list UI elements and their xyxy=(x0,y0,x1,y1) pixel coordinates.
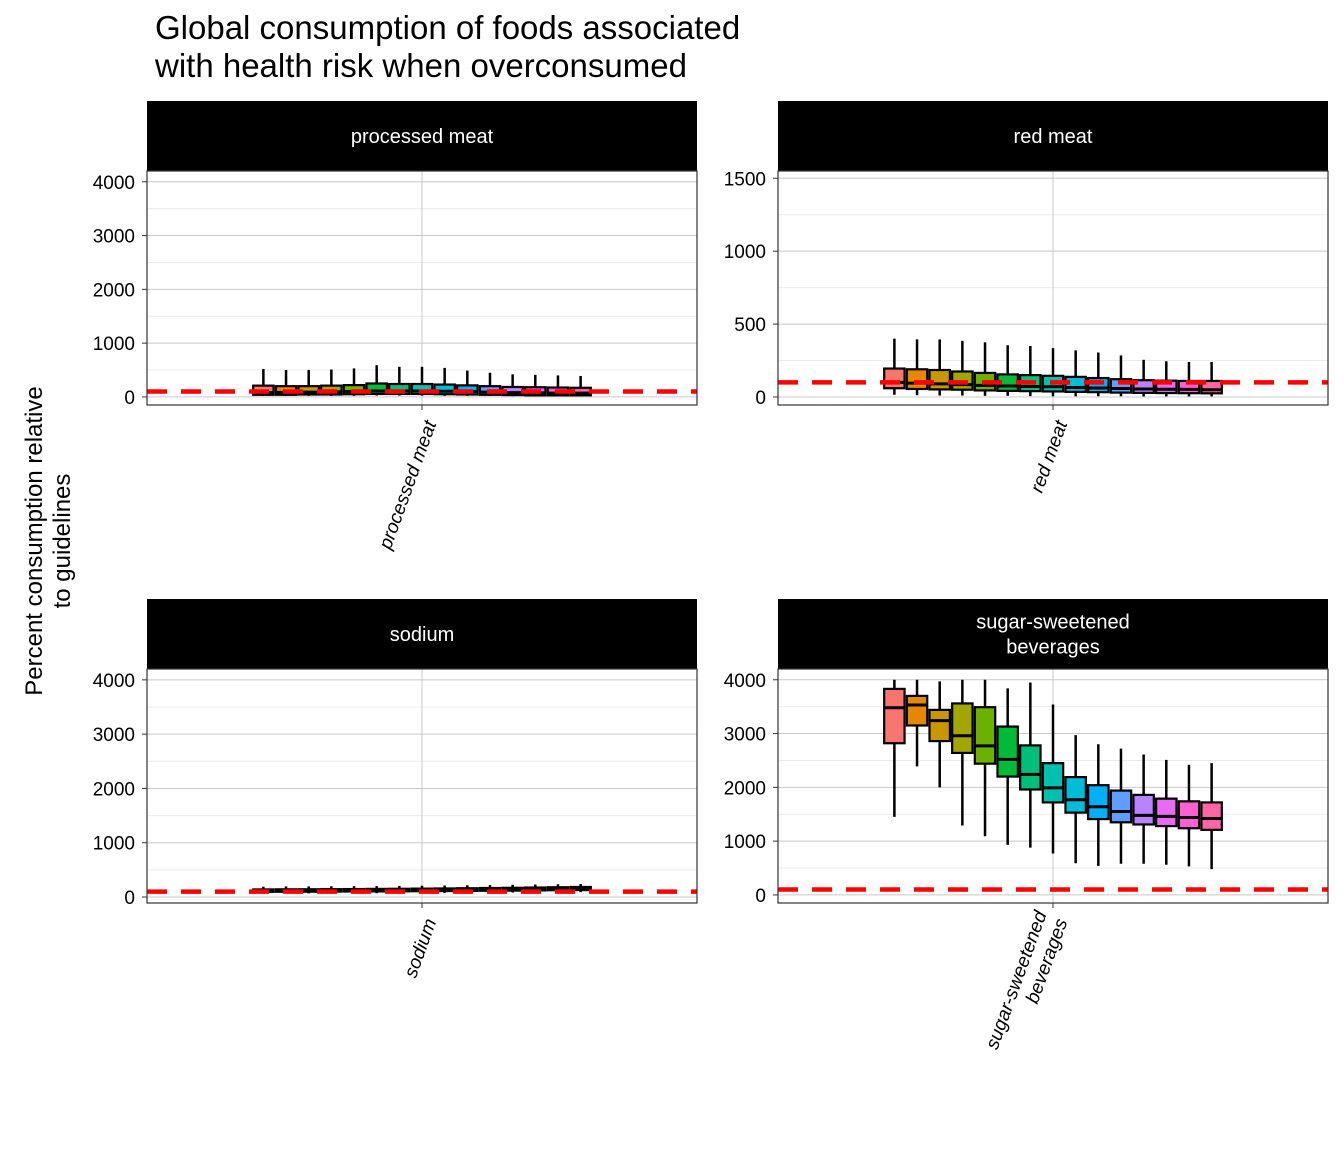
y-tick-label: 3000 xyxy=(93,725,135,746)
y-tick-label: 1000 xyxy=(93,834,135,855)
box-series-12 xyxy=(1132,359,1155,397)
y-tick-label: 1500 xyxy=(724,169,766,190)
box-body xyxy=(928,708,951,743)
box-body xyxy=(1177,800,1201,830)
box-body xyxy=(1200,801,1223,831)
facet-strip xyxy=(147,101,697,171)
box-body xyxy=(410,382,434,396)
box-series-9 xyxy=(1064,735,1087,864)
facet-strip xyxy=(778,599,1328,669)
y-tick-label: 0 xyxy=(755,886,766,907)
box-series-5 xyxy=(973,342,997,396)
y-tick-label: 4000 xyxy=(724,671,766,692)
y-axis-title-line-1: Percent consumption relative xyxy=(21,386,48,696)
box-series-13 xyxy=(1155,361,1178,397)
box-series-6 xyxy=(996,345,1019,396)
y-tick-label: 4000 xyxy=(93,173,135,194)
box-body xyxy=(1019,744,1042,791)
box-series-15 xyxy=(569,883,592,893)
box-body xyxy=(996,725,1019,778)
box-body xyxy=(883,367,906,390)
box-body xyxy=(951,702,974,755)
box-series-15 xyxy=(1200,361,1223,397)
box-body xyxy=(973,706,997,765)
box-body xyxy=(905,694,929,727)
box-series-6 xyxy=(996,688,1019,845)
box-body xyxy=(1087,784,1110,821)
chart-title-line-2: with health risk when overconsumed xyxy=(154,47,687,84)
facet-panel: sodium 0 1000 2000 3000 4000 sodium xyxy=(93,599,698,981)
y-tick-label: 0 xyxy=(755,388,766,409)
box-body xyxy=(1041,762,1065,804)
facet-strip-label: processed meat xyxy=(351,126,494,148)
y-tick-label: 2000 xyxy=(724,778,766,799)
facet-strip-label: sodium xyxy=(390,624,454,646)
box-series-3 xyxy=(928,681,951,788)
x-tick-label-line: processed meat xyxy=(375,417,442,553)
y-tick-label: 3000 xyxy=(93,227,135,248)
box-series-5 xyxy=(973,679,997,837)
box-series-11 xyxy=(1109,748,1133,864)
box-series-14 xyxy=(1177,764,1201,867)
box-body xyxy=(1132,793,1155,826)
facet-panels: processed meat 0 1000 2000 3000 4000 processed… xyxy=(93,101,1329,1052)
x-tick-label-line: sodium xyxy=(401,916,442,981)
y-tick-label: 3000 xyxy=(724,725,766,746)
y-tick-label: 1000 xyxy=(93,334,135,355)
facet-strip-label: beverages xyxy=(1006,637,1099,659)
x-tick-label: red meat xyxy=(1027,417,1073,495)
box-series-12 xyxy=(1132,754,1155,864)
y-tick-label: 0 xyxy=(124,388,135,409)
box-body xyxy=(1109,789,1133,824)
box-series-8 xyxy=(1041,704,1065,854)
box-series-13 xyxy=(1155,759,1178,865)
box-series-1 xyxy=(883,679,906,817)
facet-strip xyxy=(778,101,1328,171)
y-tick-label: 1000 xyxy=(724,242,766,263)
box-series-14 xyxy=(1177,361,1201,397)
y-tick-label: 1000 xyxy=(724,832,766,853)
chart-title-line-1: Global consumption of foods associated xyxy=(155,9,740,46)
y-tick-label: 2000 xyxy=(93,280,135,301)
box-series-11 xyxy=(1109,355,1133,397)
box-series-4 xyxy=(951,340,974,396)
box-body xyxy=(905,368,929,391)
box-series-8 xyxy=(1041,348,1065,397)
box-series-2 xyxy=(905,339,929,396)
box-series-2 xyxy=(905,679,929,767)
box-body xyxy=(365,382,388,396)
y-axis-title-line-2: to guidelines xyxy=(49,474,76,609)
y-tick-label: 2000 xyxy=(93,779,135,800)
box-series-1 xyxy=(883,338,906,395)
x-tick-label: processed meat xyxy=(375,417,442,553)
y-tick-label: 4000 xyxy=(93,671,135,692)
facet-panel: sugar-sweetenedbeverages0100020003000400… xyxy=(724,599,1329,1052)
box-series-7 xyxy=(1019,682,1042,848)
box-series-3 xyxy=(928,339,951,396)
box-body xyxy=(883,687,906,745)
box-series-15 xyxy=(1200,763,1223,870)
box-body xyxy=(1087,376,1110,394)
facet-strip-label: sugar-sweetened xyxy=(976,612,1129,634)
x-tick-label: sodium xyxy=(401,916,442,981)
facet-panel: processed meat 0 1000 2000 3000 4000 processed… xyxy=(93,101,698,553)
y-tick-label: 500 xyxy=(734,315,766,336)
box-series-10 xyxy=(1087,352,1110,397)
box-body xyxy=(1155,797,1178,828)
y-tick-label: 0 xyxy=(124,888,135,909)
y-axis-title: Percent consumption relative to guidelin… xyxy=(21,386,76,696)
facet-strip-label: red meat xyxy=(1014,126,1093,148)
facet-strip xyxy=(147,599,697,669)
box-body xyxy=(1064,776,1087,814)
box-series-10 xyxy=(1087,744,1110,866)
box-series-9 xyxy=(1064,350,1087,397)
box-body xyxy=(928,368,951,391)
facet-panel: red meat 0 500 1000 1500 red meat xyxy=(724,101,1329,496)
box-series-4 xyxy=(951,679,974,826)
box-body xyxy=(388,382,411,396)
x-tick-label-line: red meat xyxy=(1027,417,1073,495)
box-series-7 xyxy=(1019,345,1042,397)
